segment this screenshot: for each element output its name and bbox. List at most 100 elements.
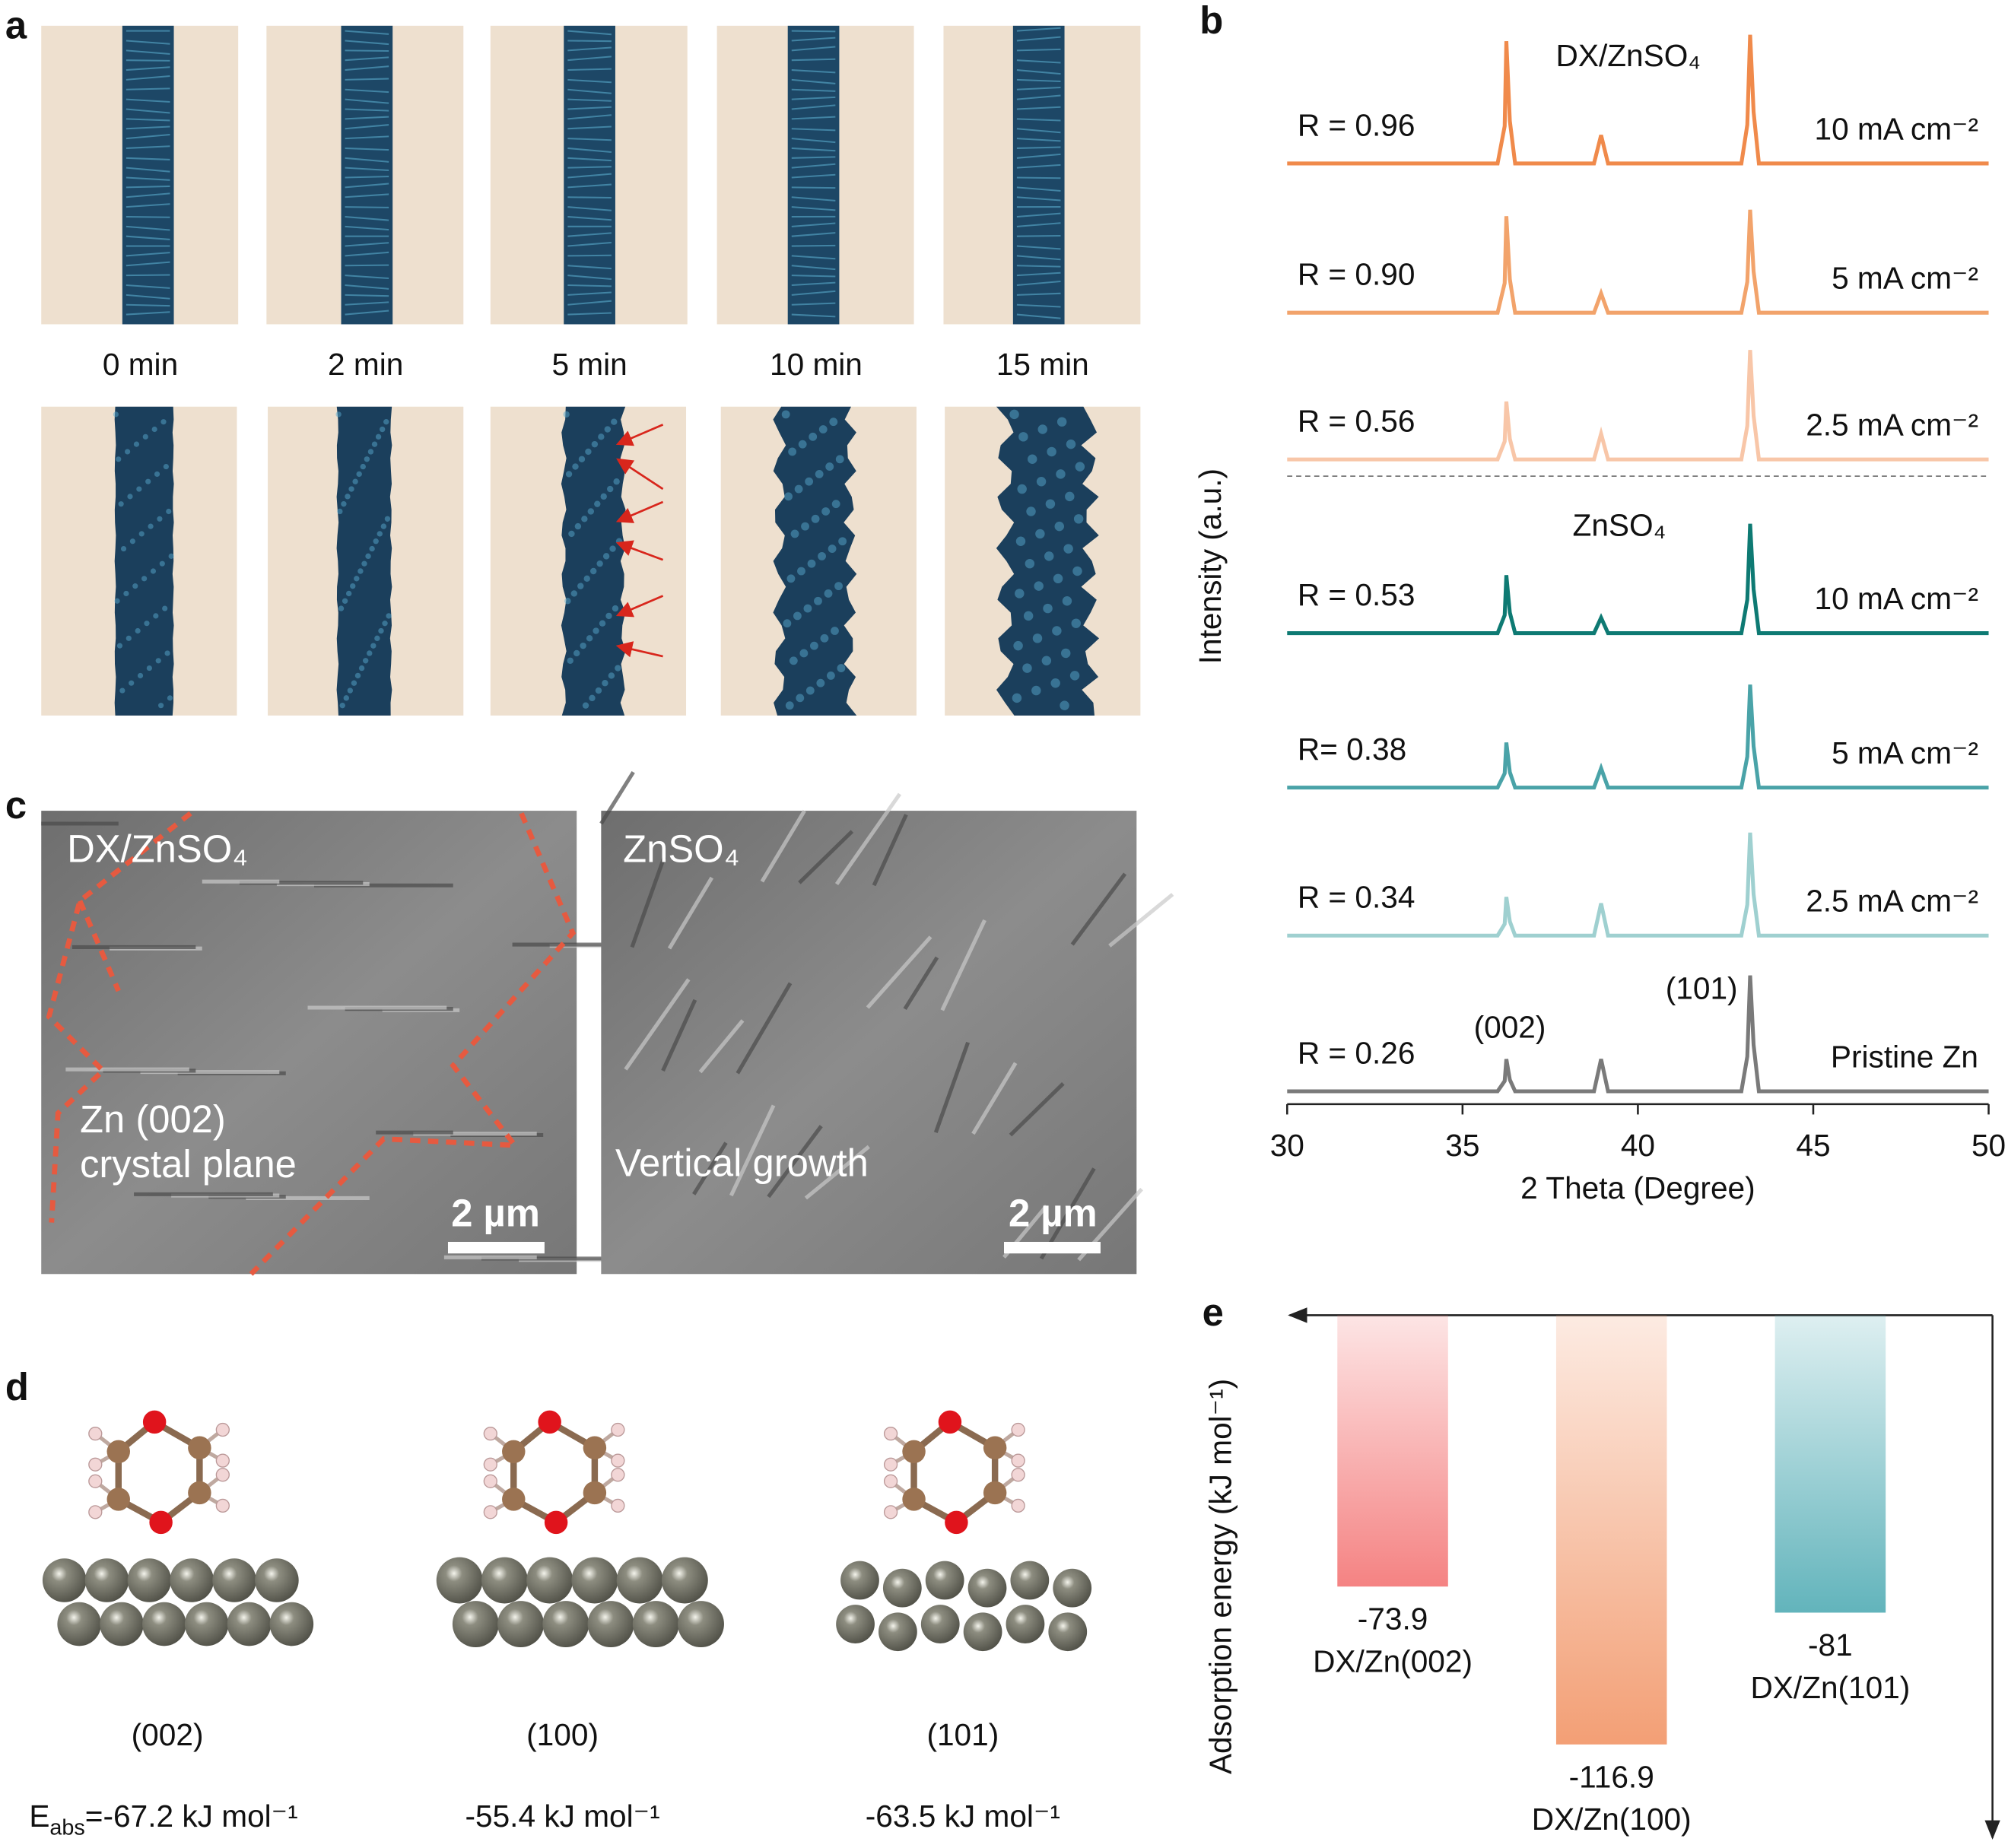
texture bbox=[767, 1125, 823, 1199]
texture bbox=[791, 232, 836, 237]
texture bbox=[1016, 265, 1061, 268]
texture bbox=[834, 582, 843, 591]
texture bbox=[585, 448, 592, 456]
texture bbox=[126, 133, 170, 140]
texture bbox=[797, 567, 805, 576]
texture bbox=[596, 560, 603, 567]
time-label: 0 min bbox=[103, 347, 178, 382]
texture bbox=[820, 633, 829, 643]
zinc-atom bbox=[100, 1602, 144, 1646]
texture bbox=[567, 173, 612, 179]
texture bbox=[567, 56, 612, 62]
panel-letter: c bbox=[5, 783, 27, 827]
series-label: 5 mA cm⁻² bbox=[1832, 261, 1978, 296]
texture bbox=[828, 545, 837, 553]
texture bbox=[350, 583, 356, 589]
carbon-atom bbox=[502, 1488, 526, 1511]
texture bbox=[791, 313, 836, 318]
hydrogen-atom bbox=[88, 1474, 103, 1488]
texture bbox=[160, 419, 167, 425]
texture bbox=[126, 261, 170, 267]
texture bbox=[126, 98, 170, 103]
oxygen-atom bbox=[538, 1410, 561, 1434]
x-tick-label: 35 bbox=[1445, 1128, 1479, 1163]
texture bbox=[356, 471, 362, 478]
r-label: R = 0.90 bbox=[1298, 257, 1415, 292]
texture bbox=[796, 694, 805, 703]
texture bbox=[612, 605, 619, 612]
texture bbox=[126, 311, 170, 316]
hydrogen-atom bbox=[88, 1505, 103, 1519]
texture bbox=[567, 241, 612, 247]
sem-label: DX/ZnSO₄ bbox=[67, 827, 248, 871]
texture bbox=[1075, 462, 1085, 472]
texture bbox=[120, 545, 127, 552]
texture bbox=[345, 590, 352, 597]
texture bbox=[386, 613, 392, 619]
texture bbox=[615, 665, 621, 672]
texture bbox=[791, 104, 836, 110]
texture bbox=[781, 410, 790, 419]
texture bbox=[126, 185, 170, 189]
texture bbox=[1032, 633, 1043, 643]
oxygen-atom bbox=[938, 1410, 962, 1434]
texture bbox=[567, 30, 612, 36]
texture bbox=[345, 310, 389, 316]
zinc-atom bbox=[1048, 1612, 1088, 1652]
facet-label: (002) bbox=[132, 1717, 204, 1752]
texture bbox=[162, 605, 168, 611]
texture bbox=[345, 242, 389, 247]
hydrogen-atom bbox=[883, 1457, 898, 1472]
texture bbox=[125, 449, 131, 455]
texture bbox=[1016, 94, 1061, 100]
oxygen-atom bbox=[142, 1410, 167, 1434]
sem-label: Vertical growth bbox=[615, 1142, 869, 1185]
texture bbox=[825, 462, 834, 472]
texture bbox=[345, 49, 389, 52]
texture bbox=[365, 553, 371, 560]
texture bbox=[126, 294, 170, 300]
texture bbox=[791, 128, 836, 132]
texture bbox=[354, 576, 360, 582]
texture bbox=[791, 255, 836, 260]
value-label: -81 bbox=[1808, 1627, 1853, 1662]
carbon-atom bbox=[188, 1436, 211, 1459]
carbon-atom bbox=[106, 1440, 130, 1464]
texture bbox=[146, 665, 152, 672]
texture bbox=[791, 46, 836, 52]
texture bbox=[791, 173, 836, 179]
series-label: 10 mA cm⁻² bbox=[1814, 581, 1978, 616]
texture bbox=[126, 87, 170, 90]
texture bbox=[132, 583, 138, 589]
zinc-atom bbox=[587, 1601, 634, 1648]
texture bbox=[371, 441, 378, 447]
texture bbox=[1045, 499, 1056, 509]
y-axis-label: Intensity (a.u.) bbox=[1193, 468, 1228, 664]
r-label: R = 0.26 bbox=[1298, 1035, 1415, 1070]
texture bbox=[126, 145, 170, 149]
texture bbox=[378, 627, 384, 634]
texture bbox=[357, 568, 364, 574]
texture bbox=[580, 642, 586, 649]
arrow bbox=[615, 500, 664, 523]
texture bbox=[791, 96, 836, 100]
texture bbox=[137, 672, 144, 678]
texture bbox=[1016, 271, 1061, 277]
carbon-atom bbox=[983, 1481, 1007, 1505]
facet-label: (100) bbox=[526, 1717, 599, 1752]
texture bbox=[1016, 292, 1061, 296]
texture bbox=[135, 627, 141, 634]
sem-image bbox=[601, 811, 1137, 1275]
texture bbox=[126, 252, 170, 257]
zinc-atom bbox=[497, 1601, 545, 1648]
r-label: R= 0.38 bbox=[1298, 732, 1406, 767]
texture bbox=[598, 433, 605, 440]
zinc-atom bbox=[84, 1558, 129, 1602]
texture bbox=[624, 978, 691, 1071]
texture bbox=[126, 192, 170, 198]
texture bbox=[144, 621, 150, 627]
hydrogen-atom bbox=[215, 1453, 230, 1468]
texture bbox=[345, 193, 389, 198]
texture bbox=[824, 589, 833, 598]
